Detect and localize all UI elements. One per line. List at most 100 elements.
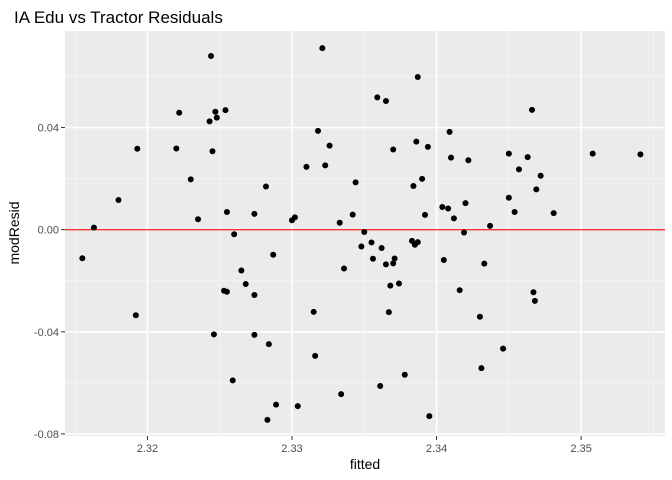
x-tick-label: 2.35 bbox=[570, 443, 591, 455]
data-point bbox=[422, 211, 428, 218]
data-point bbox=[391, 255, 398, 262]
data-point bbox=[531, 297, 538, 304]
data-point bbox=[390, 260, 397, 267]
data-point bbox=[173, 145, 180, 152]
data-point bbox=[511, 209, 518, 216]
data-point bbox=[505, 150, 512, 157]
data-point bbox=[195, 216, 202, 223]
data-point bbox=[291, 214, 298, 221]
data-point bbox=[242, 281, 249, 288]
data-point bbox=[439, 203, 446, 210]
data-point bbox=[209, 148, 216, 155]
data-point bbox=[537, 172, 544, 179]
data-point bbox=[251, 331, 258, 338]
data-point bbox=[424, 143, 431, 150]
data-point bbox=[206, 118, 213, 125]
data-point bbox=[223, 288, 230, 295]
data-point bbox=[395, 280, 402, 287]
data-point bbox=[251, 292, 258, 299]
data-point bbox=[361, 228, 368, 235]
data-point bbox=[377, 382, 384, 389]
data-point bbox=[229, 377, 236, 384]
data-point bbox=[387, 282, 394, 289]
data-point bbox=[410, 183, 417, 190]
data-point bbox=[303, 163, 310, 170]
y-axis: -0.08 -0.04 0.00 0.04 bbox=[34, 123, 65, 441]
data-point bbox=[550, 210, 557, 217]
data-point bbox=[450, 215, 457, 222]
data-point bbox=[426, 413, 433, 420]
x-tick-label: 2.33 bbox=[281, 443, 302, 455]
data-point bbox=[223, 209, 230, 216]
y-tick-label: 0.04 bbox=[38, 123, 59, 135]
data-point bbox=[187, 176, 194, 183]
data-point bbox=[176, 109, 183, 116]
data-point bbox=[589, 150, 596, 157]
data-point bbox=[326, 142, 333, 149]
data-point bbox=[448, 154, 455, 161]
y-axis-title: modResid bbox=[6, 201, 22, 264]
data-point bbox=[530, 289, 537, 296]
data-point bbox=[637, 151, 644, 158]
data-point bbox=[352, 179, 359, 186]
data-point bbox=[413, 138, 420, 145]
data-point bbox=[238, 267, 245, 274]
data-point bbox=[265, 341, 272, 348]
data-point bbox=[481, 260, 488, 267]
data-points bbox=[79, 45, 644, 423]
x-axis-title: fitted bbox=[350, 456, 380, 472]
data-point bbox=[528, 106, 535, 113]
data-point bbox=[533, 186, 540, 193]
data-point bbox=[208, 53, 215, 60]
data-point bbox=[419, 175, 426, 182]
data-point bbox=[382, 261, 389, 268]
data-point bbox=[336, 219, 343, 226]
data-point bbox=[349, 211, 356, 218]
data-point bbox=[262, 183, 269, 190]
data-point bbox=[374, 94, 381, 101]
data-point bbox=[385, 309, 392, 316]
data-point bbox=[401, 371, 408, 378]
data-point bbox=[273, 401, 280, 408]
y-tick-label: -0.04 bbox=[34, 327, 59, 339]
data-point bbox=[338, 391, 345, 398]
data-point bbox=[312, 352, 319, 359]
data-point bbox=[90, 224, 97, 231]
data-point bbox=[115, 197, 122, 204]
data-point bbox=[461, 229, 468, 236]
data-point bbox=[132, 312, 139, 319]
data-point bbox=[341, 265, 348, 272]
data-point bbox=[487, 222, 494, 229]
data-point bbox=[476, 313, 483, 320]
data-point bbox=[212, 108, 219, 115]
data-point bbox=[414, 239, 421, 246]
data-point bbox=[465, 157, 472, 164]
data-point bbox=[505, 194, 512, 201]
x-tick-label: 2.34 bbox=[426, 443, 447, 455]
data-point bbox=[368, 239, 375, 246]
data-point bbox=[294, 403, 301, 410]
data-point bbox=[134, 145, 141, 152]
data-point bbox=[264, 416, 271, 423]
data-point bbox=[222, 107, 229, 114]
data-point bbox=[456, 287, 463, 294]
data-point bbox=[478, 365, 485, 372]
data-point bbox=[500, 345, 507, 352]
data-point bbox=[378, 245, 385, 252]
data-point bbox=[315, 127, 322, 134]
chart-title: IA Edu vs Tractor Residuals bbox=[14, 8, 223, 27]
data-point bbox=[524, 154, 531, 161]
data-point bbox=[210, 331, 217, 338]
data-point bbox=[440, 257, 447, 264]
data-point bbox=[390, 146, 397, 153]
data-point bbox=[79, 255, 86, 262]
data-point bbox=[382, 97, 389, 104]
data-point bbox=[462, 200, 469, 207]
data-point bbox=[270, 251, 277, 258]
data-point bbox=[231, 231, 238, 238]
data-point bbox=[446, 128, 453, 135]
y-tick-label: 0.00 bbox=[38, 225, 59, 237]
data-point bbox=[319, 45, 326, 52]
data-point bbox=[251, 210, 258, 217]
